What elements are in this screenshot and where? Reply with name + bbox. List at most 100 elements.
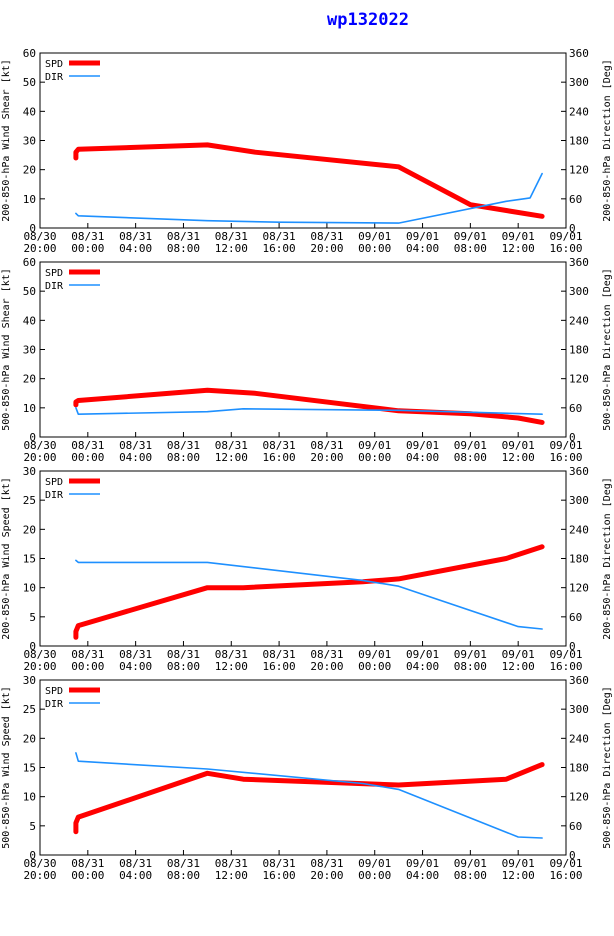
x-tick-time: 12:00 bbox=[502, 451, 535, 464]
x-tick-time: 00:00 bbox=[71, 869, 104, 882]
x-tick-date: 09/01 bbox=[454, 230, 487, 243]
x-tick-date: 09/01 bbox=[502, 648, 535, 661]
x-tick-time: 04:00 bbox=[119, 869, 152, 882]
y-axis-label: 200-850-hPa Wind Shear [kt] bbox=[1, 59, 12, 222]
y2-axis-label: 200-850-hPa Direction [Deg] bbox=[602, 477, 613, 640]
y2-tick-label: 60 bbox=[569, 820, 582, 833]
y-tick-label: 30 bbox=[23, 465, 36, 478]
y-tick-label: 15 bbox=[23, 553, 36, 566]
x-tick-time: 08:00 bbox=[454, 451, 487, 464]
x-tick-time: 04:00 bbox=[119, 451, 152, 464]
x-tick-time: 20:00 bbox=[23, 242, 56, 255]
y2-tick-label: 120 bbox=[569, 373, 589, 386]
y-axis-label: 500-850-hPa Wind Shear [kt] bbox=[1, 268, 12, 431]
x-tick-time: 16:00 bbox=[549, 660, 582, 673]
y-axis-label: 500-850-hPa Wind Speed [kt] bbox=[1, 686, 12, 849]
y-tick-label: 50 bbox=[23, 76, 36, 89]
dir-series-line bbox=[75, 406, 543, 416]
x-tick-date: 09/01 bbox=[549, 648, 582, 661]
x-tick-date: 09/01 bbox=[502, 230, 535, 243]
dir-series-line bbox=[75, 559, 543, 630]
x-tick-date: 08/31 bbox=[215, 230, 248, 243]
y2-tick-label: 240 bbox=[569, 523, 589, 536]
x-tick-date: 08/31 bbox=[215, 439, 248, 452]
x-tick-date: 09/01 bbox=[454, 648, 487, 661]
x-tick-date: 09/01 bbox=[358, 230, 391, 243]
y-tick-label: 0 bbox=[29, 222, 36, 235]
x-tick-time: 00:00 bbox=[71, 242, 104, 255]
x-tick-time: 00:00 bbox=[71, 451, 104, 464]
y2-tick-label: 300 bbox=[569, 703, 589, 716]
x-tick-time: 04:00 bbox=[119, 242, 152, 255]
y2-tick-label: 180 bbox=[569, 762, 589, 775]
x-tick-time: 12:00 bbox=[502, 869, 535, 882]
y2-tick-label: 60 bbox=[569, 611, 582, 624]
y-tick-label: 25 bbox=[23, 703, 36, 716]
x-tick-time: 00:00 bbox=[358, 660, 391, 673]
y-tick-label: 5 bbox=[29, 820, 36, 833]
x-tick-date: 08/30 bbox=[23, 439, 56, 452]
x-tick-time: 16:00 bbox=[549, 451, 582, 464]
y2-tick-label: 120 bbox=[569, 791, 589, 804]
x-tick-time: 12:00 bbox=[215, 869, 248, 882]
y-tick-label: 20 bbox=[23, 523, 36, 536]
legend-spd-label: SPD bbox=[45, 59, 63, 70]
x-tick-time: 00:00 bbox=[358, 242, 391, 255]
y-tick-label: 25 bbox=[23, 494, 36, 507]
legend-spd-label: SPD bbox=[45, 477, 63, 488]
x-tick-time: 08:00 bbox=[454, 869, 487, 882]
y-tick-label: 0 bbox=[29, 849, 36, 862]
x-tick-time: 20:00 bbox=[23, 869, 56, 882]
chart-title: wp132022 bbox=[327, 10, 409, 30]
x-tick-date: 08/31 bbox=[71, 230, 104, 243]
dir-series-line bbox=[75, 172, 543, 224]
x-tick-date: 08/31 bbox=[263, 439, 296, 452]
x-tick-time: 16:00 bbox=[263, 869, 296, 882]
y2-axis-label: 200-850-hPa Direction [Deg] bbox=[602, 59, 613, 222]
x-tick-time: 04:00 bbox=[406, 242, 439, 255]
legend-spd-label: SPD bbox=[45, 268, 63, 279]
x-tick-time: 12:00 bbox=[502, 242, 535, 255]
x-tick-date: 09/01 bbox=[406, 230, 439, 243]
y-tick-label: 20 bbox=[23, 373, 36, 386]
panel-2: 010203040506006012018024030036008/3020:0… bbox=[1, 256, 613, 464]
y2-tick-label: 0 bbox=[569, 222, 576, 235]
x-tick-date: 09/01 bbox=[549, 439, 582, 452]
x-tick-time: 08:00 bbox=[167, 242, 200, 255]
x-tick-date: 09/01 bbox=[358, 857, 391, 870]
spd-series-line bbox=[73, 762, 545, 835]
x-tick-date: 09/01 bbox=[406, 857, 439, 870]
y2-tick-label: 120 bbox=[569, 582, 589, 595]
dir-series-line bbox=[75, 752, 543, 839]
x-tick-date: 08/31 bbox=[310, 857, 343, 870]
y2-tick-label: 300 bbox=[569, 494, 589, 507]
y2-tick-label: 120 bbox=[569, 164, 589, 177]
x-tick-date: 08/30 bbox=[23, 857, 56, 870]
x-tick-time: 16:00 bbox=[263, 660, 296, 673]
x-tick-time: 20:00 bbox=[310, 242, 343, 255]
legend-dir-label: DIR bbox=[45, 281, 64, 292]
x-tick-date: 08/31 bbox=[263, 230, 296, 243]
y-axis-label: 200-850-hPa Wind Speed [kt] bbox=[1, 477, 12, 640]
y-tick-label: 10 bbox=[23, 402, 36, 415]
x-tick-time: 16:00 bbox=[263, 451, 296, 464]
x-tick-time: 16:00 bbox=[263, 242, 296, 255]
x-tick-time: 20:00 bbox=[23, 451, 56, 464]
y2-tick-label: 0 bbox=[569, 640, 576, 653]
x-tick-date: 08/31 bbox=[263, 648, 296, 661]
spd-series-line bbox=[73, 544, 545, 640]
legend-spd-label: SPD bbox=[45, 686, 63, 697]
x-tick-date: 08/31 bbox=[119, 230, 152, 243]
x-tick-date: 08/31 bbox=[71, 648, 104, 661]
y-tick-label: 60 bbox=[23, 256, 36, 269]
y2-tick-label: 180 bbox=[569, 135, 589, 148]
x-tick-date: 09/01 bbox=[406, 439, 439, 452]
x-tick-time: 12:00 bbox=[502, 660, 535, 673]
x-tick-time: 04:00 bbox=[406, 660, 439, 673]
x-tick-date: 08/30 bbox=[23, 648, 56, 661]
x-tick-date: 09/01 bbox=[358, 648, 391, 661]
x-tick-time: 08:00 bbox=[454, 242, 487, 255]
x-tick-date: 08/31 bbox=[71, 439, 104, 452]
y2-tick-label: 300 bbox=[569, 285, 589, 298]
